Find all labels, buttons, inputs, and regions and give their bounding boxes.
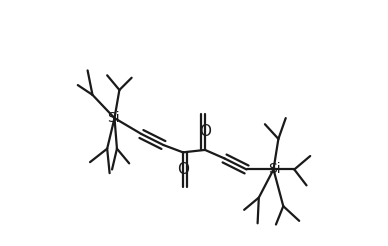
Text: Si: Si [107,111,120,125]
Text: O: O [199,124,211,139]
Text: O: O [177,162,189,177]
Text: Si: Si [268,162,281,176]
